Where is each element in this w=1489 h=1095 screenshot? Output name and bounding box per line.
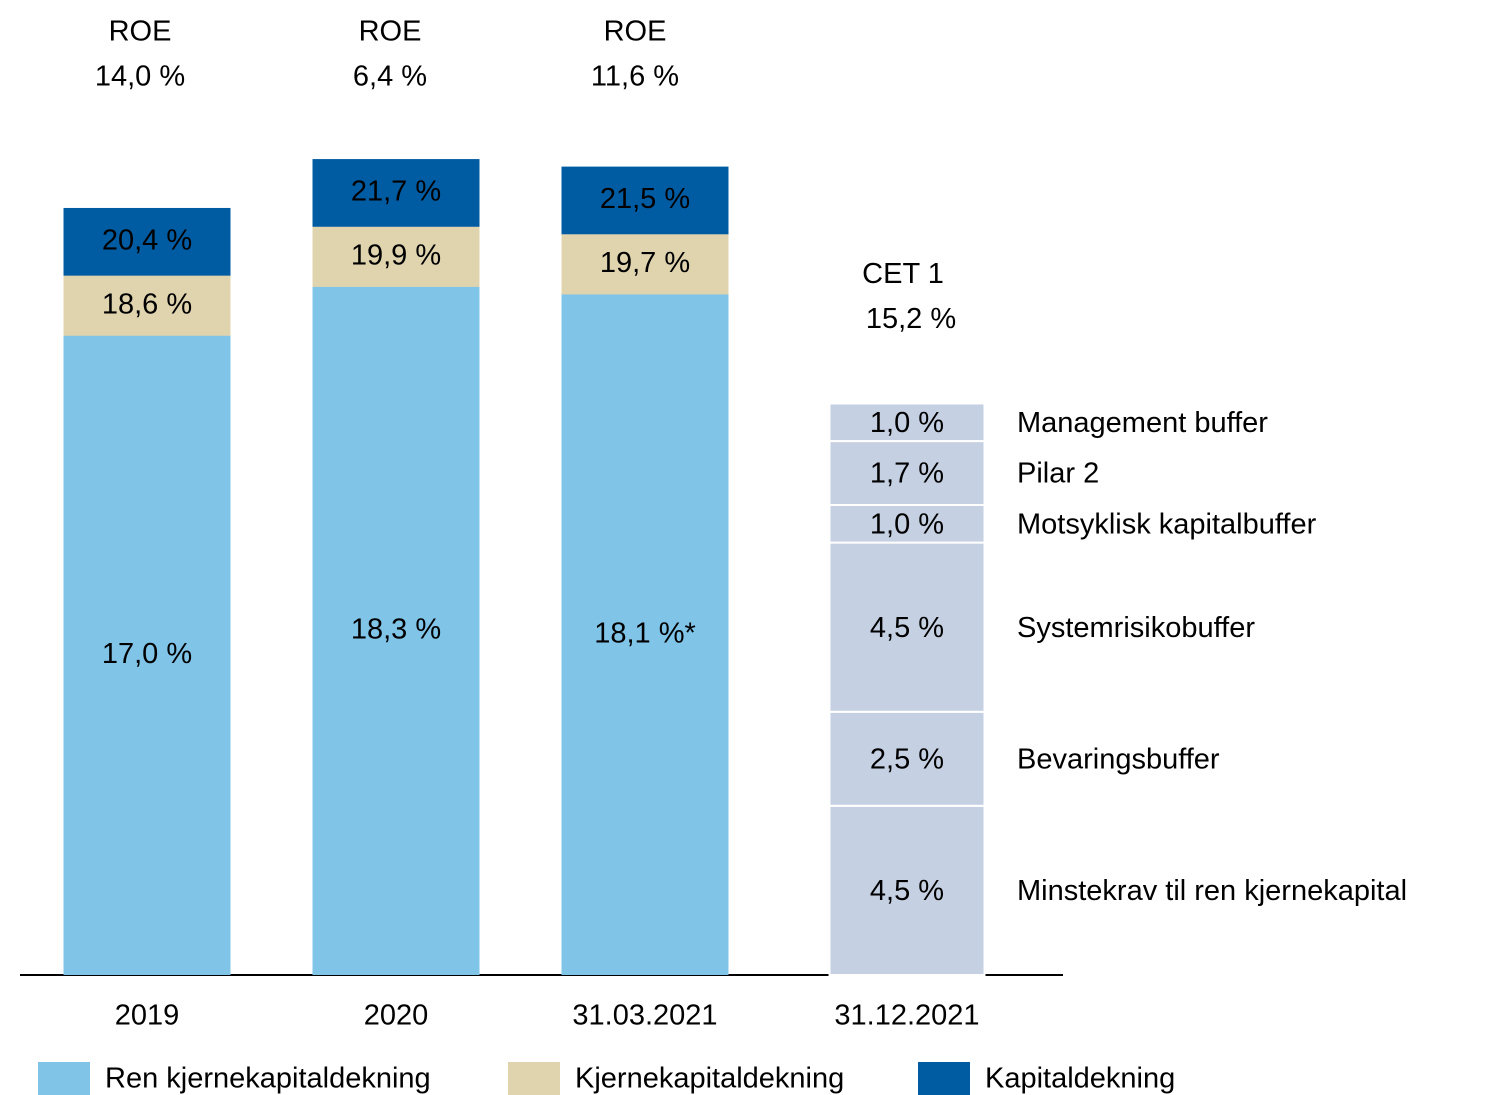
value-label: 20,4 % xyxy=(102,224,192,256)
x-tick-label: 31.12.2021 xyxy=(834,1000,979,1032)
roe-label: ROE xyxy=(109,16,172,48)
value-label: 18,1 %* xyxy=(594,617,696,649)
value-label: 18,3 % xyxy=(351,614,441,646)
value-label: 19,7 % xyxy=(600,247,690,279)
bar xyxy=(63,335,231,975)
requirement-total: 15,2 % xyxy=(866,303,956,335)
segment-value-label: 1,0 % xyxy=(870,407,944,439)
requirement-segment xyxy=(828,541,986,713)
value-label: 19,9 % xyxy=(351,239,441,271)
bar xyxy=(312,286,480,975)
segment-name: Management buffer xyxy=(1017,407,1268,439)
value-label: 18,6 % xyxy=(102,288,192,320)
segment-name: Systemrisikobuffer xyxy=(1017,612,1255,644)
legend-label: Kjernekapitaldekning xyxy=(575,1063,844,1095)
value-label: 21,5 % xyxy=(600,183,690,215)
segment-value-label: 1,0 % xyxy=(870,508,944,540)
legend-swatch xyxy=(508,1062,560,1095)
legend-label: Ren kjernekapitaldekning xyxy=(105,1063,431,1095)
x-tick-label: 2020 xyxy=(364,1000,429,1032)
segment-name: Pilar 2 xyxy=(1017,458,1099,490)
segment-value-label: 1,7 % xyxy=(870,458,944,490)
bar xyxy=(561,294,729,975)
x-tick-label: 31.03.2021 xyxy=(572,1000,717,1032)
segment-name: Bevaringsbuffer xyxy=(1017,743,1220,775)
requirement-segment xyxy=(828,402,986,443)
legend-label: Kapitaldekning xyxy=(985,1063,1175,1095)
segment-value-label: 4,5 % xyxy=(870,612,944,644)
requirement-label: CET 1 xyxy=(862,258,944,290)
roe-value: 14,0 % xyxy=(95,61,185,93)
roe-value: 11,6 % xyxy=(591,61,679,93)
requirement-segment xyxy=(828,804,986,976)
roe-value: 6,4 % xyxy=(353,61,427,93)
legend-swatch xyxy=(38,1062,90,1095)
value-label: 21,7 % xyxy=(351,176,441,208)
requirement-segment xyxy=(828,440,986,506)
value-label: 17,0 % xyxy=(102,638,192,670)
segment-name: Minstekrav til ren kjernekapital xyxy=(1017,875,1407,907)
segment-value-label: 4,5 % xyxy=(870,875,944,907)
roe-label: ROE xyxy=(359,16,422,48)
requirement-segment xyxy=(828,710,986,807)
roe-label: ROE xyxy=(604,16,667,48)
legend-swatch xyxy=(918,1062,970,1095)
segment-value-label: 2,5 % xyxy=(870,743,944,775)
x-tick-label: 2019 xyxy=(115,1000,180,1032)
segment-name: Motsyklisk kapitalbuffer xyxy=(1017,508,1317,540)
